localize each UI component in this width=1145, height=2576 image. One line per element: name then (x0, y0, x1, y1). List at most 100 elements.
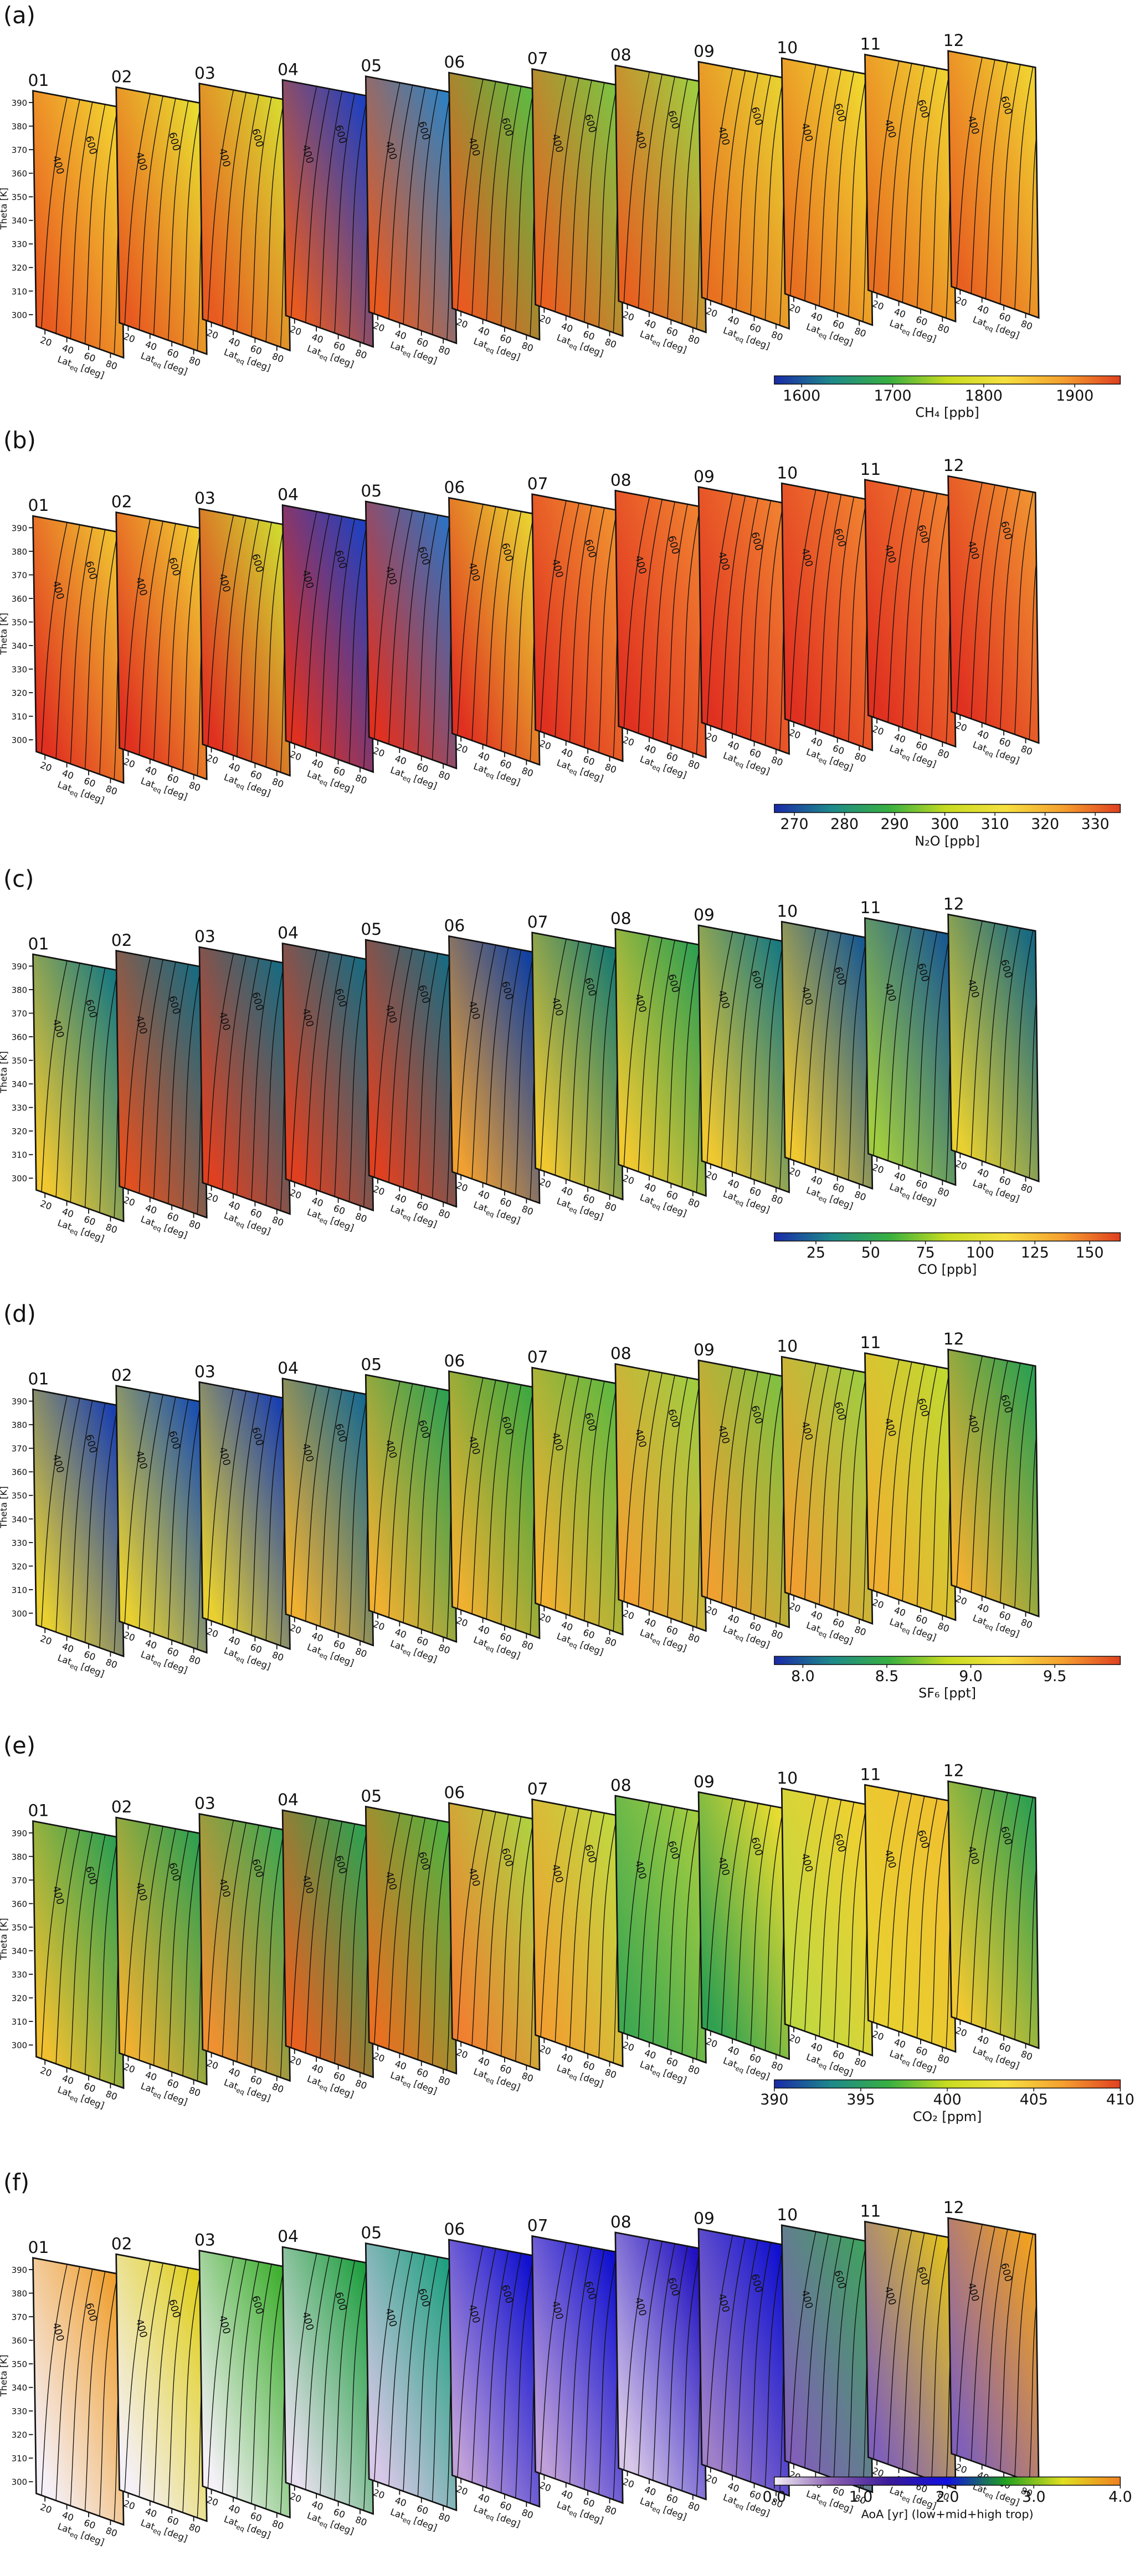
contour-line (681, 1364, 705, 1631)
x-tick-label: 60 (915, 314, 929, 328)
x-axis-label: Lateq[deg] (305, 343, 356, 371)
contour-line (304, 1810, 332, 2077)
month-map (532, 932, 623, 1200)
contour-line (348, 80, 372, 347)
y-tick-label: 300 (12, 1174, 27, 1184)
x-tick-label: 40 (643, 742, 658, 756)
contour-lines (622, 1364, 706, 1631)
x-label-unit: [deg] (579, 1639, 605, 1657)
x-label-sub: eq (319, 352, 329, 362)
contour-line (553, 1368, 582, 1635)
x-label-unit: [deg] (412, 1646, 438, 1665)
contour-line (583, 2236, 609, 2503)
contour-line (817, 483, 845, 751)
contour-line (749, 1792, 775, 2060)
contour-line (250, 2250, 276, 2518)
x-label-sub: eq (69, 1662, 79, 1672)
y-tick-label: 300 (12, 735, 27, 745)
x-tick-label: 80 (271, 1215, 285, 1228)
x-tick-label: 40 (726, 2044, 741, 2057)
month-label: 10 (777, 1769, 798, 1788)
x-tick-label: 80 (603, 336, 618, 350)
contour-line (122, 2254, 153, 2522)
x-label-unit: [deg] (495, 1208, 521, 1226)
contour-line (622, 1364, 652, 1631)
x-tick-label: 80 (104, 2088, 119, 2102)
x-label-unit: [deg] (79, 787, 105, 806)
month-label: 05 (361, 482, 382, 501)
contour-line (734, 925, 762, 1192)
x-tick-label: 60 (83, 2517, 97, 2531)
x-tick-label: 40 (144, 1637, 158, 1651)
y-tick-label: 300 (12, 1609, 27, 1619)
contour-line (514, 2240, 538, 2507)
x-label-unit: [deg] (163, 1657, 189, 1676)
month-frame (614, 489, 707, 759)
y-axis-label: Theta [K] (0, 613, 9, 655)
x-label-sub: eq (735, 2065, 745, 2075)
x-tick-label: 80 (1019, 1182, 1034, 1196)
x-label-sub: eq (901, 1626, 911, 1636)
contour-line (137, 950, 166, 1218)
x-axis-label: Lateq[deg] (554, 757, 605, 786)
month-frame (448, 1802, 541, 2071)
y-tick-label: 370 (12, 145, 27, 155)
x-tick-label: 40 (310, 1630, 325, 1644)
x-tick-label: 60 (748, 1185, 762, 1199)
contour-line (69, 1821, 96, 2088)
x-label-sub: eq (152, 2090, 162, 2100)
month-label: 04 (278, 1359, 299, 1378)
y-tick-label: 320 (12, 1994, 27, 2004)
contour-line (499, 498, 525, 765)
month-map (615, 490, 706, 758)
contour-line (499, 73, 525, 340)
contour-lines (622, 490, 706, 758)
x-tick-label: 60 (249, 1642, 263, 1656)
month-label: 03 (194, 2231, 215, 2250)
month-frame (198, 1812, 291, 2082)
x-label-sub: eq (235, 2086, 246, 2096)
x-label-sub: eq (402, 1212, 412, 1222)
month-label: 08 (610, 1344, 631, 1364)
x-axis-label: Lateq[deg] (471, 2066, 522, 2094)
panel-label: (d) (3, 1300, 36, 1327)
x-axis-label: Lateq[deg] (305, 768, 356, 796)
y-axis-label: Theta [K] (0, 1051, 9, 1094)
x-label-sub: eq (235, 781, 246, 791)
contour-line (514, 498, 538, 765)
contour-line (553, 494, 582, 761)
x-tick-label: 60 (748, 321, 762, 335)
x-tick-label: 20 (39, 335, 53, 349)
x-tick-label: 60 (582, 2059, 596, 2073)
y-tick-label: 330 (12, 1970, 27, 1980)
panel-label: (b) (3, 427, 36, 454)
x-label-unit: [deg] (246, 780, 272, 798)
contour-line (265, 947, 289, 1214)
month-frame (448, 935, 541, 1205)
month-map (199, 83, 290, 351)
x-tick-label: 40 (976, 303, 990, 316)
contour-line (1013, 50, 1038, 318)
x-tick-label: 80 (104, 2525, 119, 2539)
contour-line (69, 1389, 96, 1657)
contour-line (764, 925, 788, 1192)
x-axis-label: Lateq[deg] (222, 2514, 273, 2542)
month-frame (198, 1381, 291, 1651)
contour-line (597, 69, 622, 336)
contour-line (538, 932, 569, 1200)
x-axis-label: Lateq[deg] (388, 1638, 439, 1666)
x-axis-label: Lateq[deg] (222, 772, 273, 800)
y-tick-label: 370 (12, 1009, 27, 1019)
x-tick-label: 40 (726, 739, 741, 752)
contour-line (847, 1356, 871, 1624)
contour-line (720, 1792, 748, 2060)
month-frame (947, 475, 1040, 744)
contour-line (122, 512, 153, 780)
month-map (366, 1375, 456, 1642)
contour-line (289, 80, 320, 347)
colorbar-label: CH₄ [ppb] (915, 405, 979, 421)
month-map (366, 76, 456, 344)
x-label-sub: eq (152, 1223, 162, 1233)
month-label: 06 (444, 53, 465, 72)
contour-line (499, 1802, 525, 2070)
